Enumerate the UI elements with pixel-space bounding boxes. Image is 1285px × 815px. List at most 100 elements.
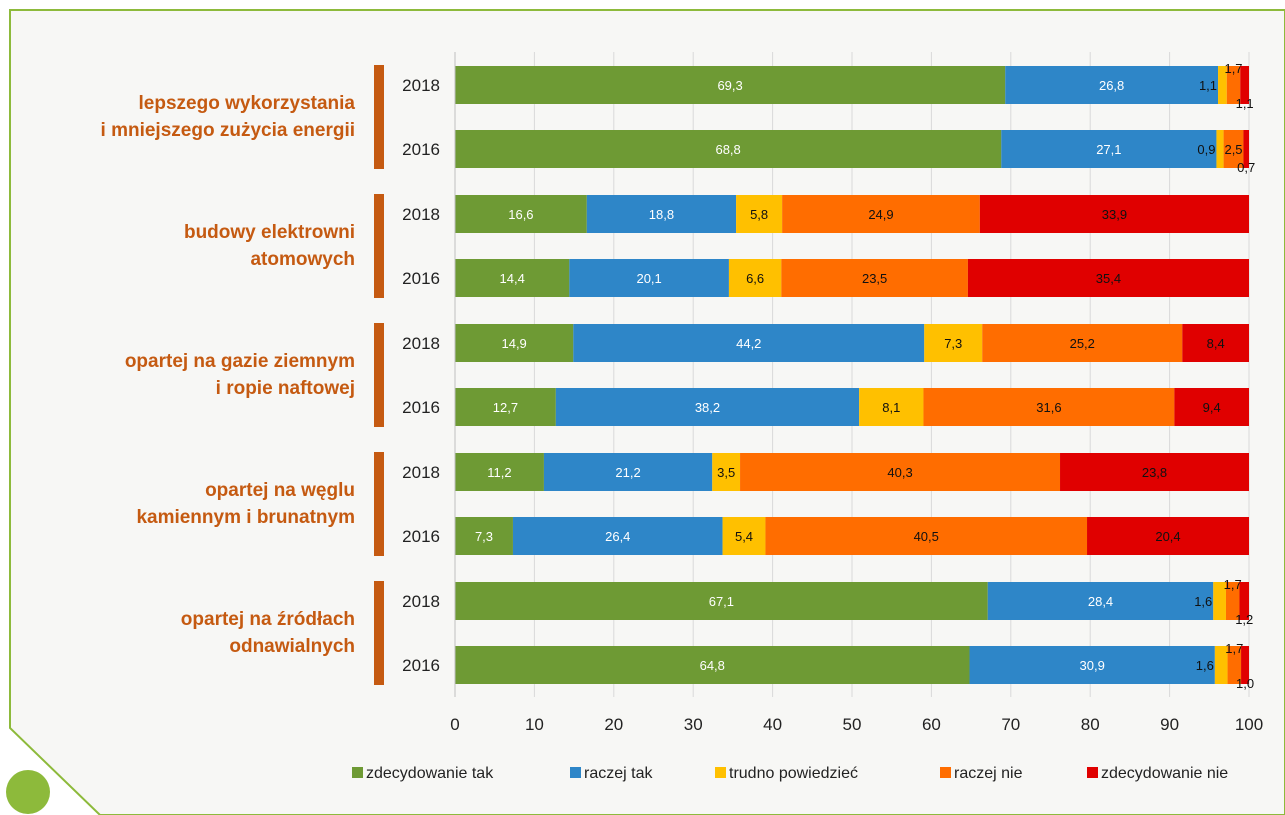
data-label: 20,1 xyxy=(636,271,661,286)
data-label: 27,1 xyxy=(1096,142,1121,157)
bar-segment xyxy=(982,324,1183,362)
data-label: 30,9 xyxy=(1080,658,1105,673)
bar-segment xyxy=(859,388,924,426)
bar-segment xyxy=(555,388,860,426)
legend: zdecydowanie tak raczej tak trudno powiedz… xyxy=(352,765,1228,782)
group-label: lepszego wykorzystania i mniejszego zużyc… xyxy=(35,90,355,144)
year-labels: 2018 2016 2018 2016 2018 2016 2018 2016 2018 2016 xyxy=(402,76,440,675)
bar-segment xyxy=(1223,130,1244,168)
group-accent-bar xyxy=(374,65,384,169)
data-label: 69,3 xyxy=(717,78,742,93)
data-label: 14,9 xyxy=(501,336,526,351)
year-label: 2016 xyxy=(402,140,440,159)
data-label: 8,4 xyxy=(1207,336,1225,351)
group-label-line: lepszego wykorzystania xyxy=(138,93,355,114)
bar-segment xyxy=(455,646,970,684)
legend-swatch xyxy=(715,767,726,778)
bar-segment xyxy=(979,195,1249,233)
data-label: 0,7 xyxy=(1237,160,1255,175)
bar-segment xyxy=(455,259,570,297)
data-label: 12,7 xyxy=(493,400,518,415)
bar-segment xyxy=(1182,324,1249,362)
data-label: 28,4 xyxy=(1088,594,1113,609)
data-label: 68,8 xyxy=(715,142,740,157)
year-label: 2018 xyxy=(402,592,440,611)
data-label: 6,6 xyxy=(746,271,764,286)
bar-segment xyxy=(740,453,1061,491)
bar-segment xyxy=(1218,66,1227,104)
bar-segment xyxy=(782,195,980,233)
bar-segment xyxy=(543,453,713,491)
bar-segment xyxy=(967,259,1249,297)
bar-segment xyxy=(573,324,925,362)
x-tick-label: 50 xyxy=(843,715,862,734)
year-label: 2018 xyxy=(402,334,440,353)
x-tick-label: 80 xyxy=(1081,715,1100,734)
group-label-line: budowy elektrowni xyxy=(183,222,355,243)
group-label-line: kamiennym i brunatnym xyxy=(136,507,355,528)
data-label: 7,3 xyxy=(944,336,962,351)
bar-segment xyxy=(512,517,723,555)
data-label: 14,4 xyxy=(500,271,525,286)
group-label: opartej na węglu kamiennym i brunatnym xyxy=(35,477,355,531)
group-accent-bar xyxy=(374,452,384,556)
bar-segment xyxy=(722,517,766,555)
group-label-line: i ropie naftowej xyxy=(215,378,355,399)
data-label: 23,5 xyxy=(862,271,887,286)
bar-segment xyxy=(569,259,729,297)
data-label: 1,7 xyxy=(1225,641,1243,656)
x-tick-label: 40 xyxy=(763,715,782,734)
bars: 69,3 26,8 1,1 1,7 1,1 68,8 27,1 0,9 2,5 0,7 16,6 18… xyxy=(455,61,1255,691)
legend-label: raczej tak xyxy=(584,765,653,782)
data-label: 3,5 xyxy=(717,465,735,480)
x-tick-label: 70 xyxy=(1001,715,1020,734)
data-label: 64,8 xyxy=(700,658,725,673)
year-label: 2018 xyxy=(402,463,440,482)
data-label: 1,1 xyxy=(1236,96,1254,111)
x-tick-label: 30 xyxy=(684,715,703,734)
data-label: 8,1 xyxy=(882,400,900,415)
data-label: 16,6 xyxy=(508,207,533,222)
data-label: 67,1 xyxy=(709,594,734,609)
year-label: 2016 xyxy=(402,656,440,675)
bar-segment xyxy=(455,517,513,555)
bar-segment xyxy=(455,388,556,426)
group-label: opartej na gazie ziemnym i ropie naftowej xyxy=(35,348,355,402)
data-label: 7,3 xyxy=(475,529,493,544)
data-label: 31,6 xyxy=(1036,400,1061,415)
bar-segment xyxy=(1227,646,1242,684)
year-label: 2016 xyxy=(402,398,440,417)
bar-segment xyxy=(1213,582,1226,620)
data-label: 44,2 xyxy=(736,336,761,351)
bar-segment xyxy=(1226,66,1241,104)
group-accent-bar xyxy=(374,194,384,298)
bar-segment xyxy=(781,259,968,297)
legend-label: zdecydowanie tak xyxy=(366,765,494,782)
decorative-circle xyxy=(6,770,50,814)
data-label: 11,2 xyxy=(487,465,511,480)
bar-segment xyxy=(455,195,587,233)
group-label-line: opartej na źródłach xyxy=(180,609,355,630)
group-label: opartej na źródłach odnawialnych xyxy=(35,606,355,660)
bar-segment xyxy=(987,582,1214,620)
bar-segment xyxy=(455,582,988,620)
bar-segment xyxy=(969,646,1215,684)
x-tick-label: 60 xyxy=(922,715,941,734)
bar-segment xyxy=(586,195,737,233)
data-label: 9,4 xyxy=(1203,400,1221,415)
x-tick-label: 100 xyxy=(1235,715,1263,734)
group-label: budowy elektrowni atomowych xyxy=(35,219,355,273)
bar-segment xyxy=(1225,582,1240,620)
group-label-line: atomowych xyxy=(250,249,355,270)
data-label: 2,5 xyxy=(1224,142,1242,157)
bar-segment xyxy=(1243,130,1249,168)
bar-segment xyxy=(1087,517,1249,555)
legend-swatch xyxy=(1087,767,1098,778)
bar-segment xyxy=(1239,582,1249,620)
bar-segment xyxy=(1001,130,1217,168)
data-label: 35,4 xyxy=(1096,271,1121,286)
bar-segment xyxy=(455,453,544,491)
data-label: 25,2 xyxy=(1070,336,1095,351)
legend-swatch xyxy=(352,767,363,778)
